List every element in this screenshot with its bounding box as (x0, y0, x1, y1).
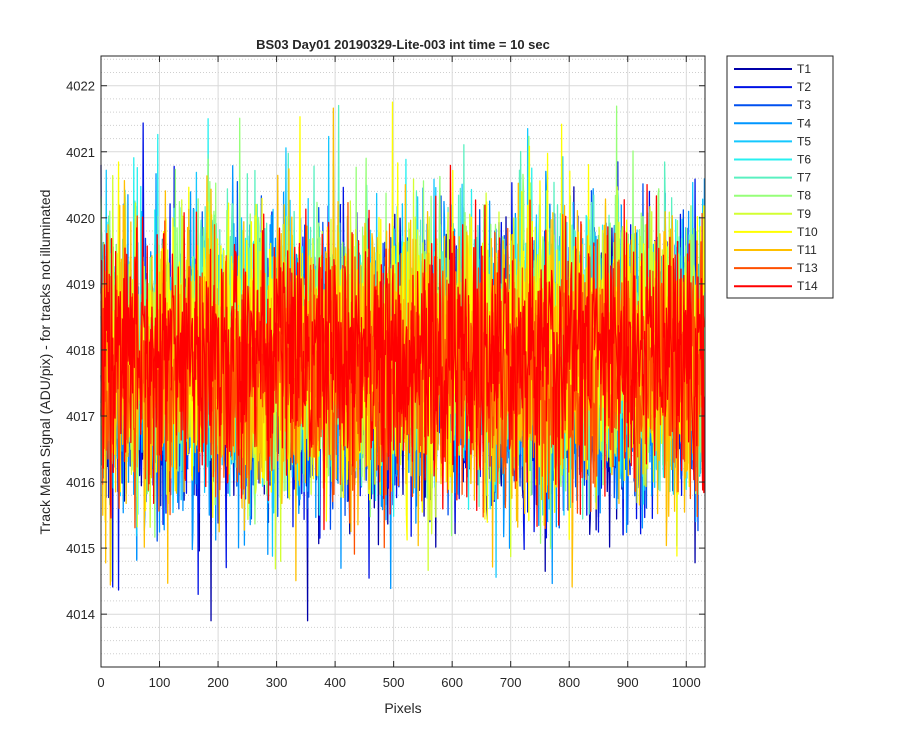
legend-label-t2: T2 (797, 80, 811, 94)
x-tick-label: 0 (97, 675, 104, 690)
y-tick-label: 4021 (66, 145, 95, 160)
legend-label-t8: T8 (797, 189, 811, 203)
x-tick-label: 900 (617, 675, 639, 690)
y-tick-label: 4020 (66, 211, 95, 226)
x-tick-label: 300 (266, 675, 288, 690)
y-axis-label: Track Mean Signal (ADU/pix) - for tracks… (37, 190, 53, 535)
x-tick-labels: 0 100 200 300 400 500 600 700 800 900 1000 (97, 675, 700, 690)
y-tick-label: 4022 (66, 79, 95, 94)
y-tick-label: 4017 (66, 409, 95, 424)
x-tick-label: 800 (558, 675, 580, 690)
plot-frame (100, 55, 706, 668)
data-lines (100, 101, 706, 622)
y-tick-label: 4016 (66, 475, 95, 490)
x-axis-label: Pixels (384, 700, 421, 716)
x-tick-label: 700 (500, 675, 522, 690)
legend-label-t3: T3 (797, 98, 811, 112)
axis-ticks (100, 56, 705, 667)
legend-label-t7: T7 (797, 171, 811, 185)
y-tick-label: 4018 (66, 343, 95, 358)
legend-label-t9: T9 (797, 207, 811, 221)
legend-label-t10: T10 (797, 225, 818, 239)
legend: T1 T2 T3 T4 T5 T6 T7 T8 T9 T10 T11 T13 T14 (734, 62, 818, 293)
legend-label-t4: T4 (797, 116, 811, 130)
legend-label-t5: T5 (797, 134, 811, 148)
x-tick-label: 600 (441, 675, 463, 690)
x-tick-label: 500 (383, 675, 405, 690)
legend-label-t11: T11 (797, 243, 817, 257)
x-tick-label: 400 (324, 675, 346, 690)
y-tick-label: 4015 (66, 541, 95, 556)
legend-label-t13: T13 (797, 261, 818, 275)
x-tick-label: 200 (207, 675, 229, 690)
y-tick-labels: 4014 4015 4016 4017 4018 4019 4020 4021 4022 (66, 79, 95, 622)
y-tick-label: 4019 (66, 277, 95, 292)
x-tick-label: 100 (149, 675, 171, 690)
x-tick-label: 1000 (672, 675, 701, 690)
y-tick-label: 4014 (66, 607, 95, 622)
chart-title: BS03 Day01 20190329-Lite-003 int time = … (256, 37, 550, 52)
legend-label-t6: T6 (797, 153, 811, 167)
legend-label-t1: T1 (797, 62, 811, 76)
series-line-t14 (100, 164, 706, 531)
legend-label-t14: T14 (797, 279, 818, 293)
